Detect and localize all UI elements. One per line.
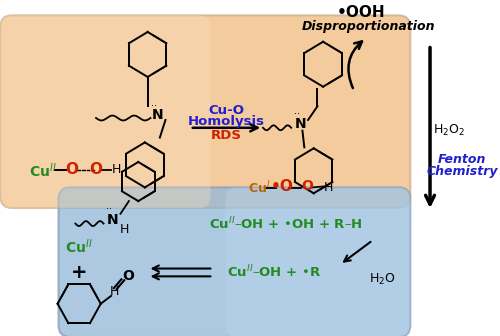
Text: Cu$^{I}$: Cu$^{I}$ (248, 180, 270, 197)
Text: ··: ·· (151, 101, 157, 111)
Text: O: O (90, 162, 102, 177)
Text: H$_2$O: H$_2$O (369, 272, 396, 287)
Text: H: H (324, 181, 334, 194)
FancyBboxPatch shape (0, 15, 410, 208)
Text: H$_2$O$_2$: H$_2$O$_2$ (433, 123, 465, 138)
Text: O: O (122, 269, 134, 283)
Text: Homolysis: Homolysis (188, 115, 265, 128)
Text: Cu-O: Cu-O (208, 104, 244, 117)
Text: Fenton: Fenton (438, 153, 486, 166)
Text: N: N (107, 213, 119, 227)
Text: Cu$^{II}$–OH + •R: Cu$^{II}$–OH + •R (227, 264, 322, 281)
Text: •OOH: •OOH (336, 5, 385, 20)
FancyBboxPatch shape (58, 187, 410, 336)
Text: Chemistry: Chemistry (426, 165, 498, 178)
Text: Disproportionation: Disproportionation (302, 19, 435, 33)
Text: ··: ·· (294, 109, 300, 119)
Text: Cu$^{II}$: Cu$^{II}$ (28, 162, 56, 180)
Text: H: H (112, 163, 122, 176)
Text: Cu$^{II}$: Cu$^{II}$ (66, 238, 93, 256)
Text: O: O (301, 179, 313, 194)
Text: H: H (120, 223, 129, 236)
Text: +: + (71, 263, 88, 282)
Text: N: N (152, 108, 164, 122)
FancyBboxPatch shape (226, 187, 410, 336)
FancyBboxPatch shape (0, 15, 210, 208)
Text: Cu$^{II}$–OH + •OH + R–H: Cu$^{II}$–OH + •OH + R–H (209, 215, 362, 232)
Text: N: N (295, 117, 306, 131)
Text: •O: •O (270, 179, 293, 194)
Text: RDS: RDS (211, 129, 242, 142)
Text: ··: ·· (106, 204, 112, 214)
Text: H: H (110, 286, 120, 298)
Text: O: O (65, 162, 78, 177)
